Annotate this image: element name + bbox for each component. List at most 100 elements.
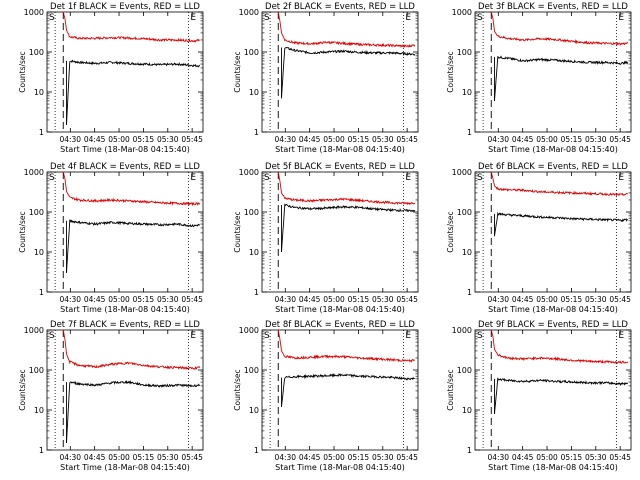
x-axis-label: Start Time (18-Mar-08 04:15:40) [60, 305, 190, 314]
panel-title: Det 4f BLACK = Events, RED = LLD [50, 162, 200, 172]
x-tick-label: 05:30 [372, 295, 394, 304]
panel-title: Det 2f BLACK = Events, RED = LLD [265, 2, 415, 12]
x-tick-label: 04:45 [299, 295, 321, 304]
x-axis-label: Start Time (18-Mar-08 04:15:40) [60, 145, 190, 154]
x-tick-label: 05:15 [133, 453, 155, 462]
y-tick-label: 1 [467, 288, 472, 297]
x-axis-label: Start Time (18-Mar-08 04:15:40) [275, 145, 405, 154]
x-tick-label: 05:30 [157, 295, 179, 304]
series-line-lld [490, 11, 629, 46]
plot-frame [46, 171, 204, 293]
y-axis-label: Counts/sec [18, 51, 27, 92]
panel-det-2: Det 2f BLACK = Events, RED = LLD 1 10 100 10… [233, 2, 419, 154]
y-tick-label: 1000 [452, 168, 472, 177]
x-tick-label: 05:30 [157, 453, 179, 462]
y-tick-label: 10 [34, 248, 44, 257]
x-tick-label: 05:45 [396, 295, 418, 304]
y-tick-label: 100 [29, 366, 44, 375]
panel-title: Det 5f BLACK = Events, RED = LLD [265, 162, 415, 172]
x-tick-label: 05:45 [181, 295, 203, 304]
y-tick-label: 10 [462, 88, 472, 97]
x-tick-label: 05:45 [181, 453, 203, 462]
x-tick-label: 05:00 [536, 295, 558, 304]
end-flag-label: E [618, 173, 624, 183]
y-tick-label: 1000 [24, 168, 44, 177]
panel-title: Det 9f BLACK = Events, RED = LLD [478, 320, 628, 330]
x-tick-label: 05:00 [108, 135, 130, 144]
series-line-events [281, 46, 416, 99]
x-axis-label: Start Time (18-Mar-08 04:15:40) [60, 463, 190, 472]
panel-det-7: Det 7f BLACK = Events, RED = LLD 1 10 100 10… [18, 320, 204, 472]
y-tick-label: 10 [249, 248, 259, 257]
x-tick-label: 05:00 [108, 453, 130, 462]
y-axis-label: Counts/sec [446, 211, 455, 252]
x-tick-label: 04:30 [59, 453, 81, 462]
start-flag-label: S [49, 173, 55, 183]
start-flag-label: S [477, 331, 483, 341]
plot-frame [474, 171, 632, 293]
x-tick-label: 05:15 [133, 295, 155, 304]
x-tick-label: 04:30 [59, 295, 81, 304]
x-tick-label: 05:30 [585, 135, 607, 144]
x-tick-label: 05:15 [348, 453, 370, 462]
y-tick-label: 1 [254, 446, 259, 455]
y-tick-label: 1 [467, 128, 472, 137]
series-line-events [66, 379, 201, 444]
y-axis-label: Counts/sec [446, 51, 455, 92]
x-tick-label: 05:00 [536, 135, 558, 144]
plot-frame [474, 329, 632, 451]
start-flag-label: S [477, 173, 483, 183]
panel-title: Det 7f BLACK = Events, RED = LLD [50, 320, 200, 330]
y-tick-label: 100 [244, 208, 259, 217]
y-tick-label: 100 [29, 48, 44, 57]
end-flag-label: E [190, 13, 196, 23]
plot-frame [261, 329, 419, 451]
y-tick-label: 1000 [24, 326, 44, 335]
x-tick-label: 05:15 [133, 135, 155, 144]
y-tick-label: 1 [39, 446, 44, 455]
x-tick-label: 05:30 [372, 453, 394, 462]
y-tick-label: 1 [39, 288, 44, 297]
series-line-lld [490, 171, 629, 197]
x-tick-label: 05:30 [157, 135, 179, 144]
x-tick-label: 04:30 [487, 295, 509, 304]
start-flag-label: S [264, 13, 270, 23]
x-tick-label: 04:30 [487, 453, 509, 462]
panel-det-4: Det 4f BLACK = Events, RED = LLD 1 10 100 10… [18, 162, 204, 314]
panel-det-5: Det 5f BLACK = Events, RED = LLD 1 10 100 10… [233, 162, 419, 314]
y-axis-label: Counts/sec [446, 369, 455, 410]
x-tick-label: 05:30 [372, 135, 394, 144]
x-axis-label: Start Time (18-Mar-08 04:15:40) [488, 145, 618, 154]
plot-frame [474, 11, 632, 133]
x-tick-label: 04:30 [274, 135, 296, 144]
y-tick-label: 10 [249, 88, 259, 97]
plot-frame [261, 171, 419, 293]
end-flag-label: E [405, 331, 411, 341]
panel-title: Det 3f BLACK = Events, RED = LLD [478, 2, 628, 12]
y-tick-label: 10 [34, 88, 44, 97]
y-tick-label: 1 [254, 128, 259, 137]
x-tick-label: 05:00 [323, 453, 345, 462]
y-tick-label: 10 [462, 406, 472, 415]
y-tick-label: 100 [244, 48, 259, 57]
y-tick-label: 1000 [452, 8, 472, 17]
x-tick-label: 04:45 [512, 135, 534, 144]
x-tick-label: 04:45 [299, 453, 321, 462]
x-tick-label: 04:45 [512, 453, 534, 462]
x-tick-label: 05:15 [561, 135, 583, 144]
x-tick-label: 04:30 [487, 135, 509, 144]
end-flag-label: E [405, 13, 411, 23]
start-flag-label: S [264, 173, 270, 183]
y-tick-label: 100 [457, 208, 472, 217]
x-tick-label: 04:45 [299, 135, 321, 144]
y-tick-label: 1000 [239, 8, 259, 17]
start-flag-label: S [264, 331, 270, 341]
x-tick-label: 05:45 [396, 135, 418, 144]
x-tick-label: 05:30 [585, 453, 607, 462]
y-tick-label: 10 [462, 248, 472, 257]
panel-det-3: Det 3f BLACK = Events, RED = LLD 1 10 100 10… [446, 2, 632, 154]
end-flag-label: E [618, 13, 624, 23]
y-tick-label: 100 [244, 366, 259, 375]
y-tick-label: 1000 [239, 168, 259, 177]
y-tick-label: 10 [249, 406, 259, 415]
